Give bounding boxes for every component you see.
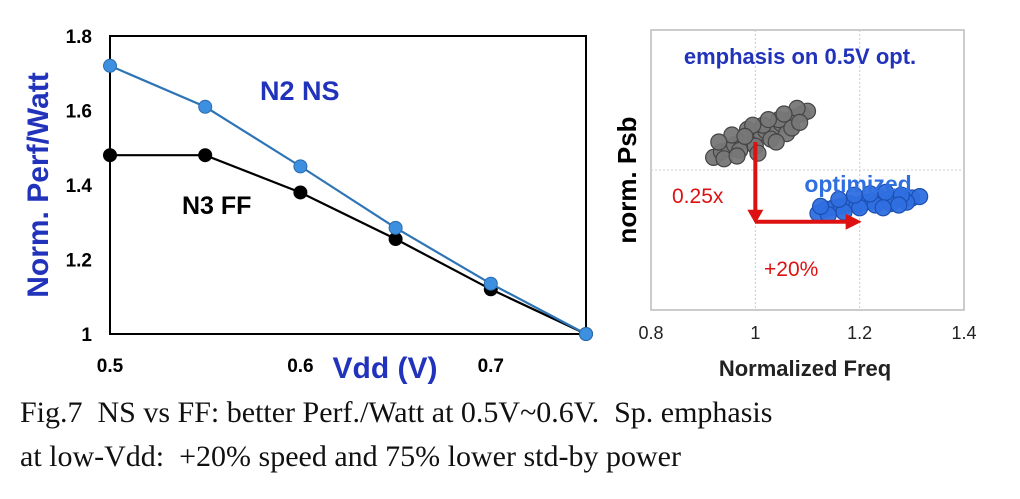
series-point-n2-ns: [579, 327, 593, 341]
n2-ns-label: N2 NS: [260, 76, 340, 106]
optimized-point: [830, 190, 848, 208]
series-point-n2-ns: [293, 159, 308, 174]
series-point-n3-ff: [293, 185, 308, 200]
baseline-point: [749, 144, 767, 162]
down-arrow-head: [747, 209, 764, 224]
perf-per-watt-chart: 1 1.2 1.4 1.6 1.8 0.5 0.6 0.7 N2 NS N3 FF Vdd …: [22, 27, 593, 385]
left-y-tick-label: 1.6: [66, 102, 92, 123]
left-y-tick-label: 1: [81, 325, 92, 346]
n3-ff-label: N3 FF: [182, 192, 251, 220]
left-x-tick-label: 0.6: [287, 356, 313, 377]
speed-gain-label: +20%: [764, 258, 818, 281]
series-point-n3-ff: [198, 148, 213, 163]
series-point-n2-ns: [103, 58, 117, 73]
right-y-axis-label: norm. Psb: [612, 116, 642, 243]
left-y-tick-label: 1.8: [66, 27, 92, 48]
psb-reduction-label: 0.25x: [672, 185, 724, 208]
left-x-axis-label: Vdd (V): [333, 352, 438, 385]
left-x-tick-label: 0.7: [478, 356, 504, 377]
series-point-n2-ns: [483, 276, 498, 291]
series-point-n2-ns: [198, 99, 213, 114]
series-point-n2-ns: [388, 220, 403, 235]
right-x-tick-label: 0.8: [638, 323, 663, 343]
optimized-point: [874, 199, 892, 217]
baseline-point: [728, 147, 746, 165]
right-x-tick-label: 1.2: [847, 323, 872, 343]
left-x-tick-label: 0.5: [97, 356, 124, 377]
caption-line-1: Fig.7 NS vs FF: better Perf./Watt at 0.5…: [20, 396, 773, 429]
left-y-axis-label: Norm. Perf/Watt: [22, 72, 55, 298]
left-y-tick-label: 1.4: [66, 176, 93, 197]
right-scatter-points: [704, 99, 929, 224]
optimized-point: [890, 196, 908, 214]
psb-vs-freq-chart: 0.8 1 1.2 1.4 emphasis on 0.5V opt. optimiz…: [612, 29, 977, 381]
series-line-n2-ns: [109, 64, 587, 335]
right-arrows: [747, 142, 862, 230]
right-x-tick-label: 1: [750, 323, 760, 343]
series-point-n3-ff: [103, 148, 117, 163]
left-y-tick-label: 1.2: [66, 251, 92, 272]
right-x-axis-label: Normalized Freq: [719, 356, 891, 381]
baseline-point: [775, 105, 793, 123]
baseline-point: [759, 110, 777, 129]
right-x-tick-label: 1.4: [951, 323, 976, 343]
baseline-point: [710, 133, 728, 151]
optimized-point: [811, 197, 830, 215]
baseline-point: [791, 113, 809, 132]
series-line-n3-ff: [110, 154, 587, 335]
caption-line-2: at low-Vdd: +20% speed and 75% lower std…: [20, 440, 681, 473]
left-y-ticks: 1 1.2 1.4 1.6 1.8: [66, 27, 93, 346]
left-series: [103, 58, 593, 341]
right-arrow-head: [845, 213, 862, 230]
baseline-point: [736, 127, 754, 145]
right-chart-title: emphasis on 0.5V opt.: [684, 44, 916, 69]
left-x-ticks: 0.5 0.6 0.7: [97, 356, 504, 377]
baseline-point: [767, 133, 785, 151]
optimized-label: optimized: [804, 171, 911, 197]
right-x-ticks: 0.8 1 1.2 1.4: [638, 323, 976, 343]
left-plot-frame: [109, 35, 587, 335]
